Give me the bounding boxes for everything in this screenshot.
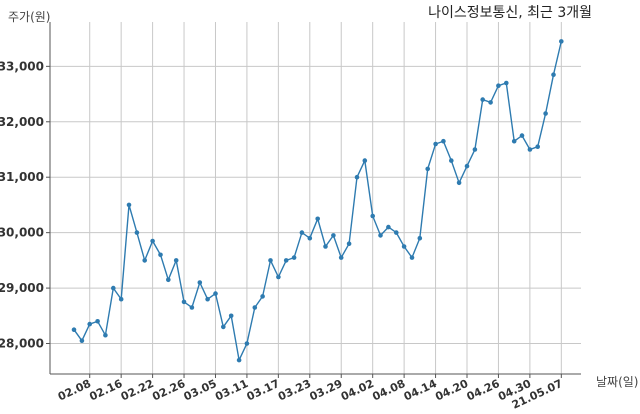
data-point [551,72,556,77]
data-point [472,147,478,152]
price-series [73,41,562,363]
data-point [181,299,187,305]
data-point [126,202,132,208]
data-point [291,255,297,260]
y-tick-label: 28,000 [0,337,44,351]
data-point [441,138,446,144]
x-tick-label: 02.22 [119,377,156,403]
x-tick-label: 03.29 [307,377,344,403]
data-point [504,80,509,86]
data-point [71,327,77,333]
data-point [315,216,321,222]
data-point [103,332,108,338]
y-tick-label: 30,000 [0,226,44,240]
data-point [166,277,171,283]
data-point [338,255,344,260]
x-tick-label: 04.08 [370,377,407,403]
data-points [71,39,564,363]
data-point [260,294,265,299]
y-tick-label: 32,000 [0,115,44,129]
x-tick-label: 04.02 [339,377,376,403]
data-point [158,252,163,258]
data-point [276,274,281,280]
data-point [425,166,431,172]
x-tick-label: 04.20 [433,377,470,404]
x-tick-label: 03.17 [245,377,282,403]
data-point [142,258,147,263]
data-point [496,83,501,88]
data-point [480,97,486,102]
x-tick-label: 02.26 [150,377,187,404]
data-point [543,111,548,116]
data-point [283,258,289,263]
data-point [95,319,100,324]
y-tick-label: 29,000 [0,281,44,295]
x-tick-label: 03.23 [276,377,313,403]
x-tick-label: 03.11 [213,377,250,403]
data-point [213,291,218,296]
data-point [511,138,517,144]
y-axis-label: 주가(원) [8,10,50,24]
series-line [73,41,562,363]
data-point [299,230,305,235]
data-point [173,258,179,263]
data-point [456,180,462,186]
data-point [386,224,391,230]
data-point [433,141,438,147]
x-tick-label: 02.16 [87,377,124,404]
data-point [323,244,328,249]
data-point [449,158,454,163]
data-point [362,158,368,163]
data-point [354,174,360,180]
data-point [197,280,203,285]
data-point [394,230,399,235]
data-point [331,233,336,238]
data-point [401,244,407,249]
data-point [527,147,533,152]
data-point [417,235,423,241]
data-point [244,341,250,346]
data-point [464,163,470,169]
gridlines [50,22,581,374]
data-point [307,235,313,241]
data-point [79,338,85,344]
data-point [118,296,124,302]
chart-title: 나이스정보통신, 최근 3개월 [428,5,592,21]
y-tick-labels: 28,000 29,000 30,000 31,000 32,000 33,000 [0,59,50,351]
data-point [189,305,195,310]
data-point [228,313,234,319]
data-point [378,233,383,238]
data-point [134,230,140,235]
data-point [559,39,564,44]
data-point [519,133,525,138]
x-tick-label: 04.14 [402,377,439,404]
x-axis-label: 날짜(일) [596,375,638,389]
data-point [150,238,155,244]
data-point [87,321,92,327]
x-tick-label: 02.08 [56,377,93,403]
data-point [221,324,226,330]
data-point [205,296,210,302]
x-tick-labels: 02.0802.1602.2202.2603.0503.1103.1703.23… [56,374,565,412]
y-tick-label: 33,000 [0,59,44,73]
data-point [488,100,493,105]
data-point [370,213,376,219]
y-tick-label: 31,000 [0,170,44,184]
data-point [409,255,415,260]
x-tick-label: 03.05 [182,377,219,403]
data-point [268,258,273,263]
data-point [236,357,242,363]
axes [49,22,581,375]
data-point [535,144,540,149]
data-point [111,285,116,291]
data-point [346,241,352,246]
x-tick-label: 04.26 [465,377,502,404]
data-point [252,305,258,310]
